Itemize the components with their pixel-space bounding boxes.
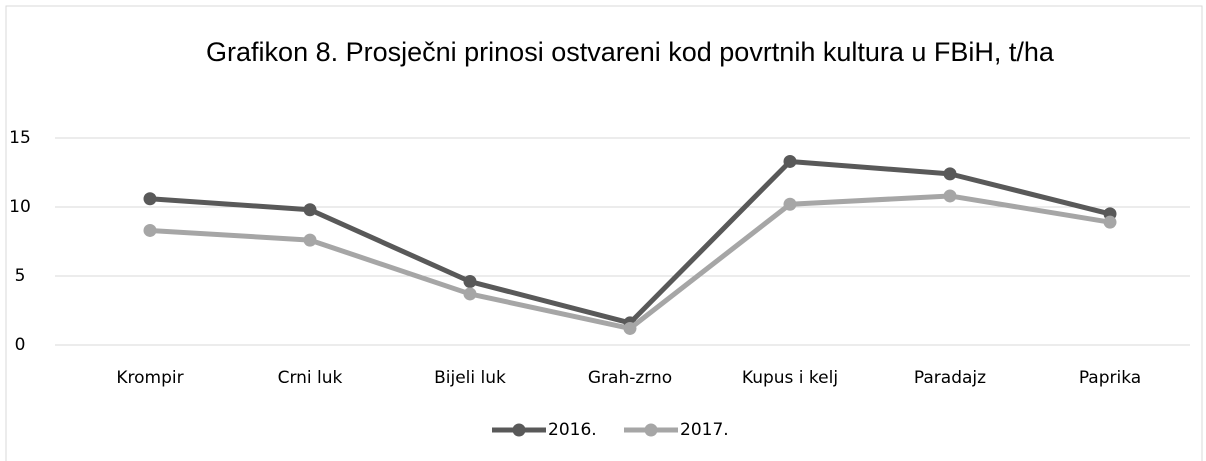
chart-border bbox=[5, 5, 1203, 461]
x-tick-label: Grah-zrno bbox=[588, 368, 672, 388]
series-line bbox=[149, 193, 1111, 331]
data-point bbox=[623, 321, 637, 335]
x-tick-label: Paradajz bbox=[914, 368, 986, 388]
data-point bbox=[303, 233, 317, 247]
data-point bbox=[943, 167, 957, 181]
y-tick-label: 5 bbox=[15, 266, 26, 286]
x-tick-label: Paprika bbox=[1079, 368, 1141, 388]
data-point bbox=[463, 287, 477, 301]
data-point bbox=[303, 203, 317, 217]
x-tick-label: Crni luk bbox=[278, 368, 343, 388]
data-point bbox=[943, 189, 957, 203]
x-tick-label: Bijeli luk bbox=[434, 368, 506, 388]
y-tick-label: 0 bbox=[15, 335, 26, 355]
chart-title: Grafikon 8. Prosječni prinosi ostvareni … bbox=[206, 37, 1054, 67]
y-tick-label: 10 bbox=[9, 197, 31, 217]
x-tick-label: Kupus i kelj bbox=[742, 368, 838, 388]
data-point bbox=[1103, 215, 1117, 229]
data-point bbox=[143, 192, 157, 206]
data-point bbox=[143, 223, 157, 237]
x-tick-label: Krompir bbox=[116, 368, 183, 388]
data-point bbox=[783, 154, 797, 168]
data-point bbox=[463, 275, 477, 289]
legend-marker bbox=[644, 423, 658, 437]
legend-label: 2016. bbox=[548, 420, 597, 440]
series-line bbox=[149, 158, 1111, 326]
y-tick-label: 15 bbox=[9, 128, 31, 148]
data-point bbox=[783, 197, 797, 211]
legend-label: 2017. bbox=[680, 420, 729, 440]
legend-marker bbox=[512, 423, 526, 437]
